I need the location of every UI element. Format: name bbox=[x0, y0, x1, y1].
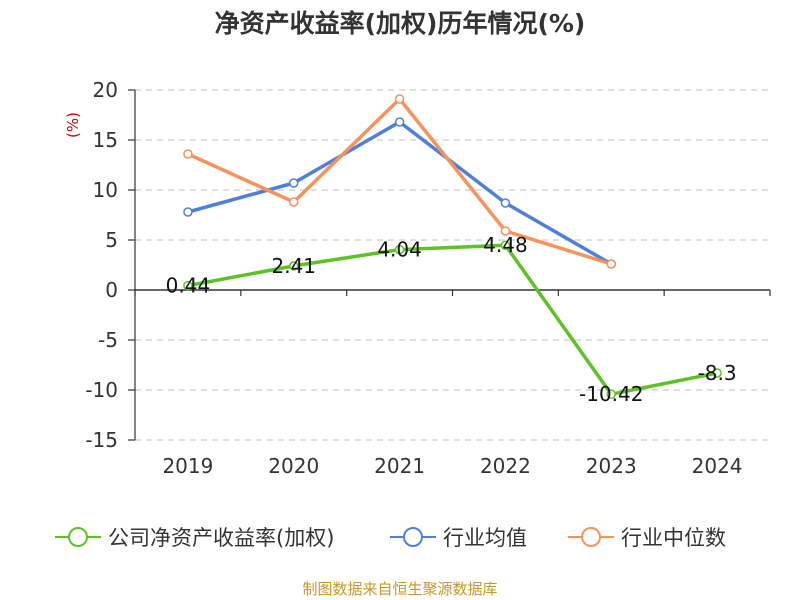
data-point bbox=[500, 240, 511, 250]
data-point bbox=[606, 259, 616, 269]
data-point bbox=[500, 226, 511, 236]
data-point bbox=[183, 207, 193, 217]
data-point bbox=[606, 389, 616, 399]
y-tick-label: -5 bbox=[98, 328, 118, 352]
grid-lines bbox=[135, 89, 770, 441]
legend-label: 公司净资产收益率(加权) bbox=[108, 526, 334, 550]
y-tick-label: 15 bbox=[93, 128, 118, 152]
y-tick-label: 10 bbox=[93, 178, 118, 202]
data-label: 4.48 bbox=[483, 233, 528, 257]
data-point bbox=[183, 149, 193, 159]
data-point bbox=[289, 261, 299, 271]
data-label: -10.42 bbox=[579, 382, 643, 406]
y-tick-label: -15 bbox=[85, 428, 118, 452]
legend-label: 行业中位数 bbox=[621, 526, 726, 550]
y-axis-label: (%) bbox=[64, 112, 82, 138]
data-label: 0.44 bbox=[166, 274, 211, 298]
data-label: 2.41 bbox=[271, 254, 316, 278]
data-point bbox=[394, 94, 405, 104]
data-point bbox=[394, 117, 405, 127]
chart-title: 净资产收益率(加权)历年情况(%) bbox=[214, 9, 586, 38]
y-tick-label: -10 bbox=[85, 378, 118, 402]
legend[interactable]: 公司净资产收益率(加权) 行业均值 行业中位数 bbox=[55, 526, 726, 550]
series-line bbox=[187, 243, 718, 396]
source-note: 制图数据来自恒生聚源数据库 bbox=[302, 580, 498, 598]
y-tick-label: 0 bbox=[105, 278, 118, 302]
data-point bbox=[394, 244, 405, 255]
data-point bbox=[500, 198, 511, 208]
legend-marker bbox=[68, 527, 88, 547]
legend-marker bbox=[403, 527, 423, 547]
legend-marker bbox=[581, 527, 601, 547]
y-tick-label: 5 bbox=[105, 228, 118, 252]
data-point bbox=[712, 368, 722, 378]
y-tick-label: 20 bbox=[93, 78, 118, 102]
x-tick-label: 2023 bbox=[586, 454, 637, 478]
x-tick-label: 2020 bbox=[268, 454, 319, 478]
x-tick-label: 2024 bbox=[692, 454, 743, 478]
x-tick-label: 2022 bbox=[480, 454, 531, 478]
data-point bbox=[289, 197, 299, 207]
x-tick-label: 2021 bbox=[374, 454, 425, 478]
legend-label: 行业均值 bbox=[443, 526, 527, 550]
data-label: -8.3 bbox=[698, 361, 737, 385]
series-group: 0.44 2.41 4.04 4.48 -10.42 -8.3 bbox=[166, 94, 737, 406]
data-point bbox=[289, 178, 299, 188]
data-label: 4.04 bbox=[377, 238, 422, 262]
data-point bbox=[183, 280, 193, 291]
axes: 20 15 10 5 0 -5 -10 -15 2019 2020 2021 2022 2023 2024 bbox=[85, 78, 771, 478]
x-tick-label: 2019 bbox=[162, 454, 213, 478]
